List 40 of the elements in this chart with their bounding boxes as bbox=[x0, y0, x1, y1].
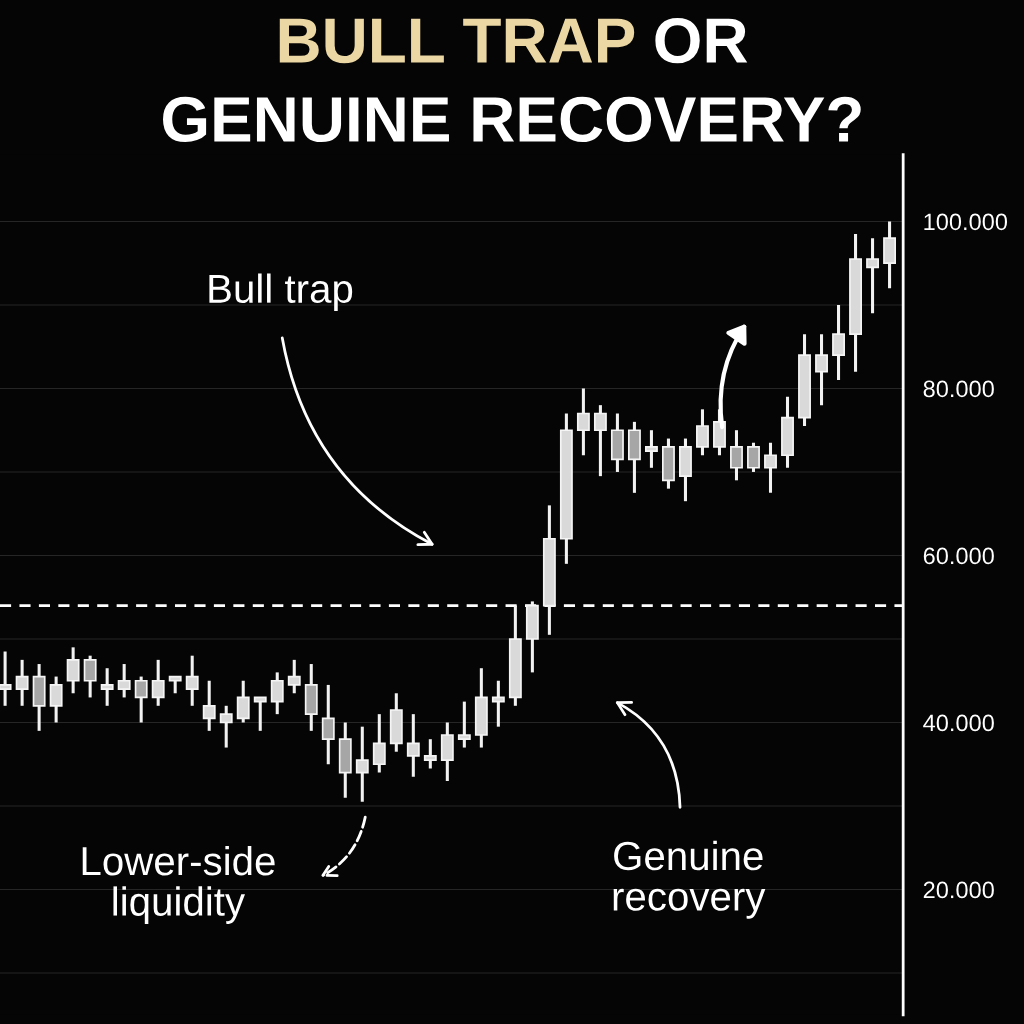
candlestick bbox=[423, 739, 437, 769]
candlestick bbox=[764, 442, 777, 493]
candlestick bbox=[49, 676, 63, 723]
candlestick bbox=[117, 664, 131, 698]
candlestick bbox=[747, 442, 760, 472]
candlestick bbox=[134, 676, 148, 723]
candlestick bbox=[202, 680, 216, 731]
y-tick-label: 40.000 bbox=[923, 714, 994, 732]
candlestick bbox=[270, 672, 284, 716]
candlestick bbox=[100, 668, 114, 706]
candlestick bbox=[219, 704, 233, 748]
candlestick bbox=[83, 655, 97, 698]
y-tick-label: 60.000 bbox=[923, 547, 994, 565]
candlestick bbox=[287, 658, 301, 694]
candlestick bbox=[15, 658, 29, 706]
candlestick bbox=[866, 238, 880, 314]
candlestick bbox=[593, 405, 607, 478]
candlestick bbox=[730, 430, 743, 481]
candlestick bbox=[66, 647, 80, 694]
candlestick bbox=[457, 701, 471, 748]
annotation: Bull trap bbox=[209, 273, 353, 312]
candlestick bbox=[406, 714, 420, 777]
chart-title: BULL TRAP OR GENUINE RECOVERY? bbox=[163, 17, 861, 143]
candlestick bbox=[576, 388, 590, 456]
candlestick bbox=[321, 683, 335, 765]
candlestick bbox=[644, 430, 658, 468]
candlestick bbox=[185, 655, 199, 706]
candlestick bbox=[832, 304, 845, 381]
annotation: Genuine recovery bbox=[613, 840, 766, 919]
candlestick bbox=[151, 658, 165, 706]
candlestick bbox=[372, 714, 386, 773]
annotation: Lower-side liquidity bbox=[82, 845, 275, 924]
candlestick bbox=[236, 680, 250, 723]
y-tick-label: 20.000 bbox=[923, 881, 994, 899]
candlestick bbox=[0, 651, 12, 706]
candlestick bbox=[815, 334, 828, 407]
candlestick bbox=[355, 726, 369, 802]
y-tick-label: 100.000 bbox=[924, 213, 1008, 231]
y-tick-label: 80.000 bbox=[923, 380, 994, 398]
candlestick bbox=[696, 409, 709, 456]
